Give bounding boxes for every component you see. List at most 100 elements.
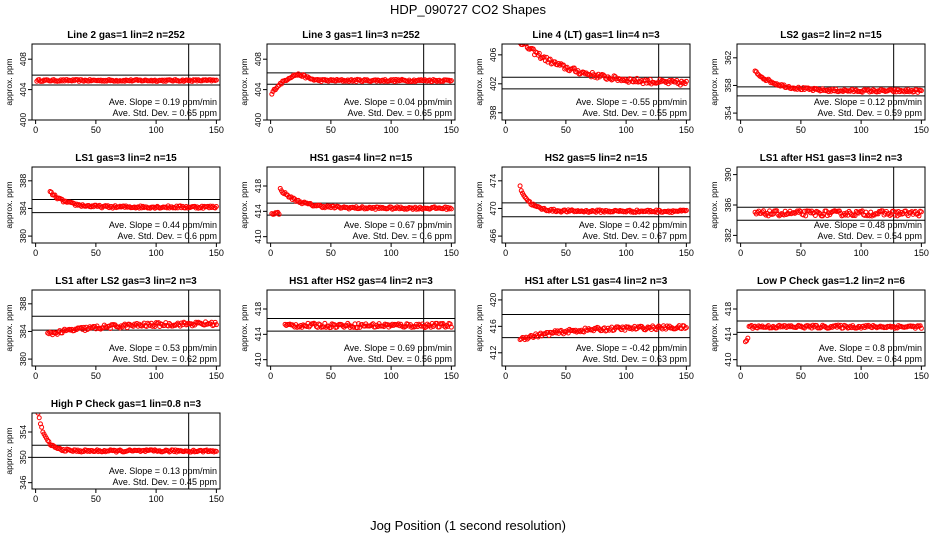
data-point (46, 439, 52, 445)
y-tick-label: 382 (723, 228, 733, 242)
panel-title: HS1 after LS1 gas=4 lin=2 n=3 (525, 276, 668, 287)
std-dev-annotation: Ave. Std. Dev. = 0.59 ppm (818, 108, 922, 118)
plot-frame (501, 166, 691, 244)
panel-title: HS1 gas=4 lin=2 n=15 (310, 153, 413, 164)
y-tick-label: 386 (723, 198, 733, 212)
std-dev-annotation: Ave. Std. Dev. = 0.6 ppm (353, 231, 452, 241)
data-point (150, 323, 156, 329)
y-tick-label: 350 (18, 450, 28, 464)
x-tick-label: 0 (33, 494, 38, 504)
x-tick-label: 100 (384, 248, 399, 258)
std-dev-annotation: Ave. Std. Dev. = 0.62 ppm (113, 354, 217, 364)
data-point (905, 213, 911, 219)
y-tick-label: 412 (488, 345, 498, 359)
plot-frame (501, 289, 691, 367)
slope-annotation: Ave. Slope = 0.04 ppm/min (344, 97, 452, 107)
x-tick-label: 150 (209, 248, 224, 258)
y-tick-label: 404 (253, 82, 263, 96)
x-tick-label: 0 (738, 248, 743, 258)
data-point (448, 206, 454, 212)
x-tick-label: 50 (326, 371, 336, 381)
data-point (174, 321, 180, 327)
data-point (917, 323, 923, 329)
x-tick-label: 0 (33, 371, 38, 381)
y-axis-label: approx. ppm (239, 58, 249, 105)
x-tick-label: 0 (738, 125, 743, 135)
page-title: HDP_090727 CO2 Shapes (389, 2, 547, 17)
data-point (918, 209, 924, 215)
data-point (642, 327, 648, 333)
slope-annotation: Ave. Slope = 0.69 ppm/min (344, 343, 452, 353)
x-tick-label: 50 (91, 248, 101, 258)
x-tick-label: 0 (503, 248, 508, 258)
data-point (836, 208, 842, 214)
y-tick-label: 380 (18, 352, 28, 366)
x-tick-label: 50 (561, 371, 571, 381)
data-point (421, 323, 427, 329)
panel-title: Line 3 gas=1 lin=3 n=252 (302, 30, 420, 41)
panel-title: Line 2 gas=1 lin=2 n=252 (67, 30, 185, 41)
data-point (346, 322, 352, 328)
slope-annotation: Ave. Slope = 0.8 ppm/min (819, 343, 922, 353)
x-tick-label: 100 (619, 125, 634, 135)
y-tick-label: 420 (488, 293, 498, 307)
y-tick-label: 410 (723, 352, 733, 366)
y-tick-label: 390 (723, 167, 733, 181)
std-dev-annotation: Ave. Std. Dev. = 0.63 ppm (583, 354, 687, 364)
std-dev-annotation: Ave. Std. Dev. = 0.54 ppm (818, 231, 922, 241)
y-axis-label: approx. ppm (709, 181, 719, 228)
slope-annotation: Ave. Slope = 0.42 ppm/min (579, 220, 687, 230)
std-dev-annotation: Ave. Std. Dev. = 0.6 ppm (118, 231, 217, 241)
data-point (547, 56, 553, 62)
data-point (288, 194, 294, 200)
plot-frame (736, 289, 926, 367)
data-point (419, 321, 425, 327)
chart-panel: LS1 after HS1 gas=3 lin=2 n=3 approx. ppm… (709, 153, 929, 258)
x-tick-label: 100 (149, 494, 164, 504)
x-tick-label: 0 (503, 371, 508, 381)
x-tick-label: 150 (209, 125, 224, 135)
slope-annotation: Ave. Slope = 0.44 ppm/min (109, 220, 217, 230)
data-point (683, 207, 689, 213)
data-point (53, 330, 59, 336)
y-tick-label: 416 (488, 319, 498, 333)
data-point (448, 324, 454, 330)
data-point (134, 320, 140, 326)
y-tick-label: 346 (18, 475, 28, 489)
data-layer (502, 290, 690, 366)
plot-frame (31, 43, 221, 121)
data-point (591, 72, 597, 78)
data-point (558, 61, 564, 67)
data-point (870, 322, 876, 328)
data-point (779, 82, 785, 88)
data-layer (267, 290, 455, 366)
data-point (39, 424, 45, 430)
panel-title: Low P Check gas=1.2 lin=2 n=6 (757, 276, 905, 287)
x-tick-label: 0 (33, 248, 38, 258)
data-layer (267, 167, 455, 243)
x-tick-label: 150 (209, 371, 224, 381)
x-tick-label: 100 (149, 248, 164, 258)
data-point (887, 212, 893, 218)
chart-panel: HS1 after LS1 gas=4 lin=2 n=3 approx. ppm… (474, 276, 694, 381)
x-tick-label: 100 (619, 371, 634, 381)
x-tick-label: 100 (619, 248, 634, 258)
panel-title: LS1 gas=3 lin=2 n=15 (75, 153, 177, 164)
data-point (527, 199, 533, 205)
slope-annotation: Ave. Slope = 0.12 ppm/min (814, 97, 922, 107)
chart-panel: HS1 after HS2 gas=4 lin=2 n=3 approx. ppm… (239, 276, 459, 381)
data-layer (737, 44, 925, 120)
data-layer (737, 290, 925, 366)
data-point (869, 213, 875, 219)
data-point (656, 80, 662, 86)
y-tick-label: 408 (253, 52, 263, 66)
std-dev-annotation: Ave. Std. Dev. = 0.45 ppm (113, 477, 217, 487)
chart-panel: LS2 gas=2 lin=2 n=15 approx. ppm 0 50 100 150… (709, 30, 929, 135)
chart-panel: LS1 gas=3 lin=2 n=15 approx. ppm 0 50 100 150… (4, 153, 224, 258)
data-point (824, 213, 830, 219)
data-point (771, 80, 777, 86)
y-tick-label: 418 (253, 179, 263, 193)
y-tick-label: 418 (723, 302, 733, 316)
x-tick-label: 50 (796, 125, 806, 135)
data-point (814, 86, 820, 92)
